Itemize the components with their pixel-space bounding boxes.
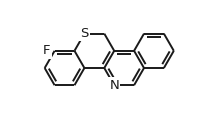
Text: F: F — [43, 44, 51, 57]
Text: N: N — [109, 79, 119, 92]
Text: S: S — [80, 27, 89, 40]
